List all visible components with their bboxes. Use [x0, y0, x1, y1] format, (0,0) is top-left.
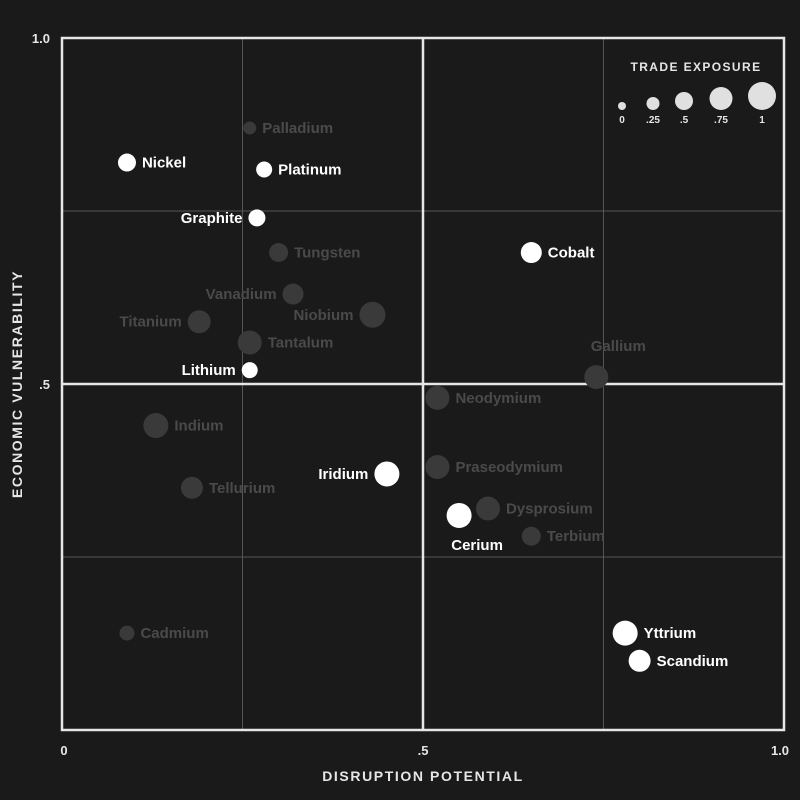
point-cobalt: Cobalt [520, 242, 595, 264]
legend-size-label: .5 [680, 115, 689, 126]
x-tick-label: 0 [60, 743, 67, 758]
point-marker-platinum [256, 161, 273, 178]
x-axis-title: DISRUPTION POTENTIAL [322, 768, 524, 784]
point-label-cerium: Cerium [451, 537, 503, 554]
legend-size-marker [618, 102, 626, 110]
point-marker-tantalum [237, 330, 262, 355]
point-lithium: Lithium [182, 362, 258, 379]
point-label-neodymium: Neodymium [455, 390, 541, 407]
point-marker-cadmium [119, 625, 135, 641]
legend-title: TRADE EXPOSURE [631, 60, 762, 74]
point-tantalum: Tantalum [237, 330, 334, 355]
point-terbium: Terbium [521, 526, 605, 546]
point-label-scandium: Scandium [657, 653, 729, 670]
point-label-terbium: Terbium [547, 528, 605, 545]
point-tellurium: Tellurium [180, 476, 275, 499]
point-label-gallium: Gallium [591, 338, 646, 355]
x-tick-label: 1.0 [771, 743, 789, 758]
point-marker-scandium [628, 649, 651, 672]
point-scandium: Scandium [628, 649, 729, 672]
point-marker-gallium [584, 365, 609, 390]
point-platinum: Platinum [256, 161, 342, 178]
legend-size-label: 1 [759, 115, 765, 126]
point-marker-yttrium [612, 620, 638, 646]
point-label-praseodymium: Praseodymium [455, 459, 563, 476]
axis-ticks: 0 .5 1.0 1.0 .5 [32, 31, 789, 758]
legend: TRADE EXPOSURE 0 .25 .5 .75 1 [618, 60, 776, 126]
legend-size-marker [675, 92, 693, 110]
point-label-vanadium: Vanadium [206, 286, 277, 303]
x-tick-label: .5 [418, 743, 429, 758]
point-marker-praseodymium [425, 455, 450, 480]
point-dysprosium: Dysprosium [475, 496, 593, 521]
point-label-dysprosium: Dysprosium [506, 501, 593, 518]
point-marker-terbium [521, 526, 541, 546]
point-niobium: Niobium [293, 301, 386, 328]
point-label-tellurium: Tellurium [209, 480, 275, 497]
point-label-cobalt: Cobalt [548, 245, 595, 262]
point-label-graphite: Graphite [181, 210, 243, 227]
legend-size-marker [709, 87, 733, 110]
point-iridium: Iridium [318, 461, 400, 487]
point-label-nickel: Nickel [142, 155, 186, 172]
point-nickel: Nickel [117, 153, 186, 172]
point-marker-indium [143, 413, 169, 439]
point-label-titanium: Titanium [119, 314, 181, 331]
point-cerium: Cerium [446, 502, 503, 554]
point-label-tantalum: Tantalum [268, 334, 334, 351]
legend-size-label: 0 [619, 115, 625, 126]
legend-size-label: .25 [646, 115, 660, 126]
legend-size-label: .75 [714, 115, 728, 126]
point-cadmium: Cadmium [119, 625, 209, 642]
point-marker-lithium [241, 362, 258, 379]
point-praseodymium: Praseodymium [425, 455, 563, 480]
point-label-lithium: Lithium [182, 362, 236, 379]
point-label-palladium: Palladium [262, 120, 333, 137]
point-label-tungsten: Tungsten [294, 245, 360, 262]
point-label-indium: Indium [174, 418, 223, 435]
point-marker-cerium [446, 502, 472, 528]
y-axis-title: ECONOMIC VULNERABILITY [9, 270, 25, 498]
point-marker-niobium [359, 301, 386, 328]
point-indium: Indium [143, 413, 224, 439]
point-marker-iridium [374, 461, 400, 487]
point-graphite: Graphite [181, 209, 266, 227]
point-label-cadmium: Cadmium [140, 625, 208, 642]
point-yttrium: Yttrium [612, 620, 697, 646]
point-marker-titanium [187, 310, 211, 334]
point-gallium: Gallium [584, 338, 646, 390]
y-tick-label: 1.0 [32, 31, 50, 46]
point-neodymium: Neodymium [425, 385, 541, 410]
point-palladium: Palladium [243, 120, 333, 137]
legend-size-marker [748, 82, 776, 110]
point-label-platinum: Platinum [278, 161, 341, 178]
point-titanium: Titanium [119, 310, 211, 334]
point-marker-vanadium [282, 283, 304, 305]
point-vanadium: Vanadium [206, 283, 304, 305]
point-marker-dysprosium [475, 496, 500, 521]
point-marker-cobalt [520, 242, 542, 264]
point-marker-nickel [117, 153, 136, 172]
point-marker-graphite [248, 209, 266, 227]
point-marker-neodymium [425, 385, 450, 410]
legend-size-marker [646, 97, 660, 110]
point-marker-tungsten [269, 243, 289, 263]
point-label-yttrium: Yttrium [644, 625, 697, 642]
point-label-iridium: Iridium [318, 466, 368, 483]
data-points: Palladium Tungsten Vanadium Niobium Titanium… [117, 120, 729, 672]
plot-frame [60, 36, 786, 732]
y-tick-label: .5 [39, 377, 50, 392]
point-label-niobium: Niobium [293, 307, 353, 324]
point-marker-palladium [243, 121, 257, 135]
point-marker-tellurium [180, 476, 203, 499]
point-tungsten: Tungsten [269, 243, 360, 263]
